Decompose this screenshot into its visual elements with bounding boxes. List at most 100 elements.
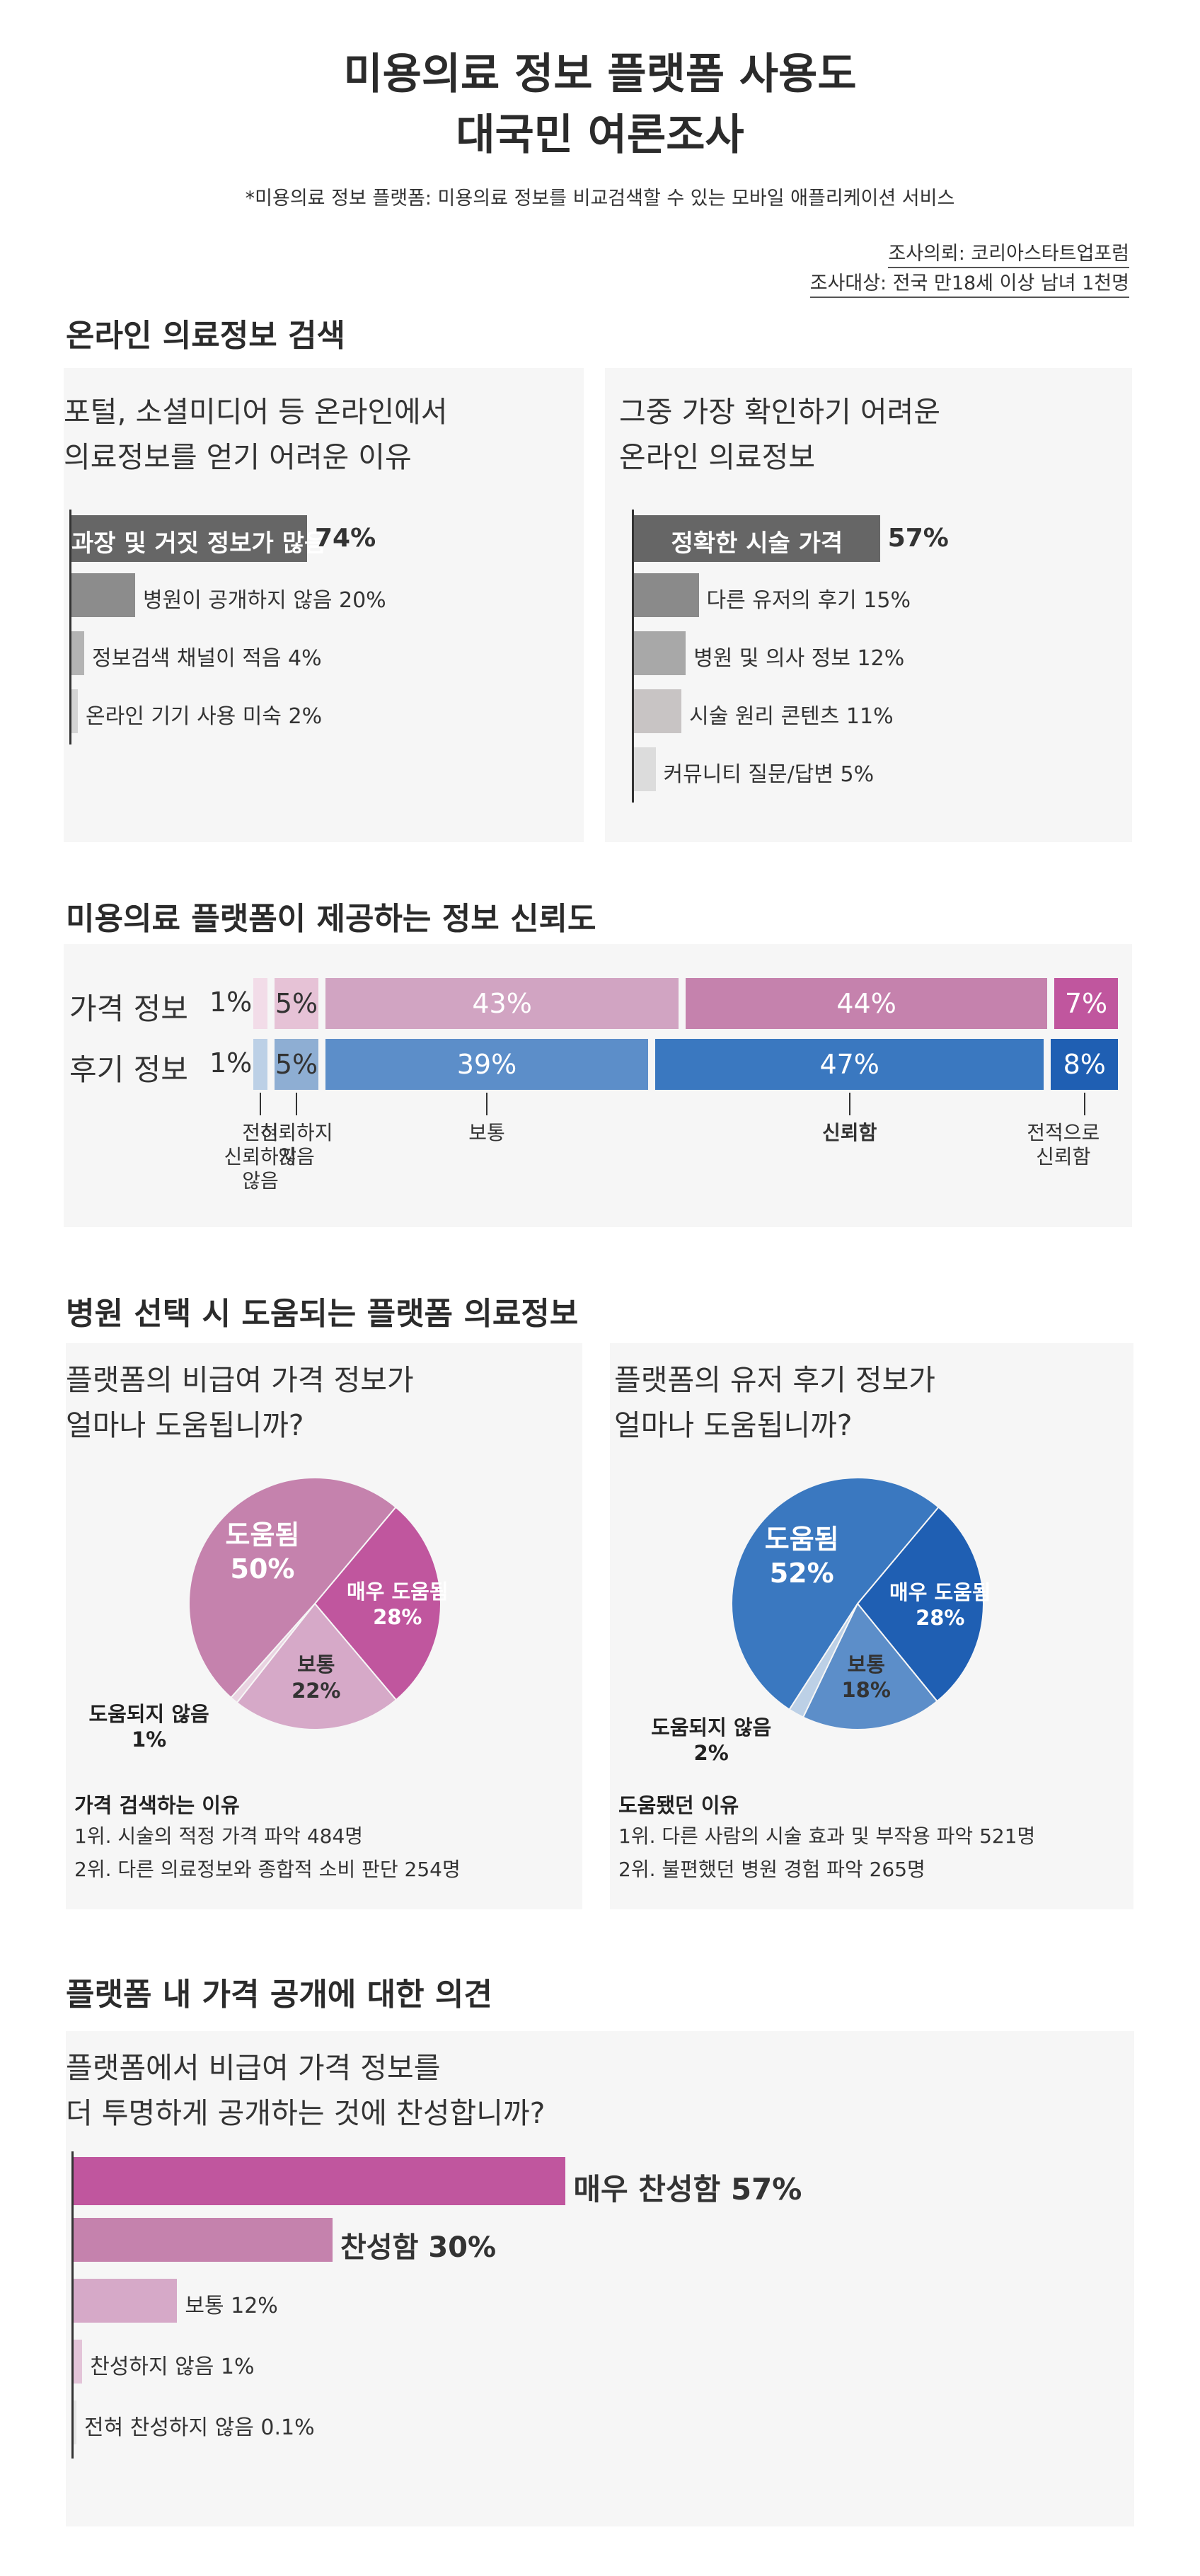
bar — [74, 2157, 566, 2205]
panel-question: 플랫폼의 유저 후기 정보가 얼마나 도움됩니까? — [614, 1357, 935, 1448]
reasons-title: 가격 검색하는 이유 — [74, 1793, 240, 1817]
category-label: 전적으로 신뢰함 — [986, 1121, 1141, 1169]
question-line-2: 의료정보를 얻기 어려운 이유 — [64, 440, 412, 474]
pie-slice-name: 도움됨 — [764, 1524, 839, 1556]
bar — [634, 573, 699, 617]
category-tick — [485, 1093, 487, 1115]
segment-value-label: 8% — [1063, 1049, 1106, 1080]
bar-label: 온라인 기기 사용 미숙 2% — [86, 704, 323, 729]
bar — [74, 2279, 178, 2323]
pie-slice-value: 1% — [131, 1727, 167, 1752]
category-label-line: 전혀 — [242, 1121, 279, 1144]
pie-slice — [188, 1477, 397, 1699]
axis-line — [632, 510, 634, 803]
stack-segment: 5% — [275, 978, 318, 1029]
bar-value-label: 57% — [887, 524, 949, 553]
stack-segment: 43% — [325, 978, 679, 1029]
bar — [71, 515, 307, 562]
chart-difficulty-reasons: 과장 및 거짓 정보가 많음 74% 병원이 공개하지 않음 20% 정보검색 채널이… — [64, 502, 584, 786]
bar-label: 시술 원리 콘텐츠 11% — [689, 704, 894, 729]
segment-value-label: 1% — [209, 1047, 253, 1079]
pie-slice-name: 보통 — [847, 1652, 885, 1677]
bar-label: 찬성함 30% — [340, 2231, 497, 2264]
category-label-line: 신뢰하지 — [260, 1121, 333, 1144]
stack-segment: 5% — [275, 1039, 318, 1090]
stack-segment: 39% — [325, 1039, 648, 1090]
panel-question: 포털, 소셜미디어 등 온라인에서 의료정보를 얻기 어려운 이유 — [64, 389, 448, 480]
section-title-trust: 미용의료 플랫폼이 제공하는 정보 신뢰도 — [66, 901, 596, 937]
stack-segment: 44% — [686, 978, 1047, 1029]
category-tick — [1083, 1093, 1085, 1115]
panel-question: 플랫폼의 비급여 가격 정보가 얼마나 도움됩니까? — [66, 1357, 414, 1448]
survey-target: 조사대상: 전국 만18세 이상 남녀 1천명 — [809, 268, 1129, 298]
panel-question: 그중 가장 확인하기 어려운 온라인 의료정보 — [619, 389, 940, 480]
category-label-line: 신뢰하지 — [224, 1145, 297, 1168]
bar — [71, 573, 135, 617]
bar — [74, 2218, 333, 2262]
pie-slice-label: 보통 22% — [231, 1652, 401, 1703]
pie-slice-label: 도움되지 않음 2% — [626, 1715, 796, 1766]
chart-hard-to-find-info: 정확한 시술 가격 57% 다른 유저의 후기 15% 병원 및 의사 정보 12% 시… — [605, 502, 1132, 828]
bar — [71, 631, 84, 675]
segment-value-label: 5% — [275, 1049, 318, 1080]
reason-item: 1위. 시술의 적정 가격 파악 484명 — [74, 1824, 364, 1848]
pie-slice-value: 52% — [769, 1557, 834, 1589]
chart-price-pie: 도움됨 50% 매우 도움됨 28% 보통 22% 도움되지 않음 1% — [66, 1343, 582, 1909]
segment-value-label: 43% — [472, 988, 532, 1019]
pie-slice-value: 2% — [693, 1740, 729, 1765]
bar-label: 병원이 공개하지 않음 20% — [143, 588, 386, 613]
reasons-title: 도움됐던 이유 — [618, 1793, 739, 1817]
bar — [74, 2400, 76, 2444]
section-title-online-search: 온라인 의료정보 검색 — [66, 318, 345, 354]
bar — [74, 2340, 83, 2384]
pie-slice-value: 22% — [292, 1678, 341, 1703]
question-line-1: 그중 가장 확인하기 어려운 — [619, 395, 941, 429]
category-tick — [260, 1093, 261, 1115]
question-line-2: 온라인 의료정보 — [619, 440, 816, 474]
bar — [634, 515, 880, 562]
panel-trust: 가격 정보 1% 5% 43% 44% 7% 후기 정보 1% 5% 39% 47% 8% 전혀 신뢰하지… — [64, 944, 1132, 1227]
category-label-line: 않음 — [242, 1169, 279, 1192]
section-title-price-disclosure: 플랫폼 내 가격 공개에 대한 의견 — [66, 1977, 492, 2013]
bar — [634, 689, 682, 733]
category-label: 신뢰함 — [772, 1121, 928, 1145]
bar — [634, 631, 686, 675]
pie-slice-label: 도움됨 50% — [178, 1519, 347, 1586]
panel-hard-to-find-info: 그중 가장 확인하기 어려운 온라인 의료정보 정확한 시술 가격 57% 다른 유… — [605, 368, 1132, 842]
bar — [634, 747, 656, 791]
pie-slice-label: 매우 도움됨 28% — [313, 1579, 483, 1631]
chart-trust-stacked: 가격 정보 1% 5% 43% 44% 7% 후기 정보 1% 5% 39% 47% 8% 전혀 신뢰하지… — [64, 944, 1132, 1227]
question-line-2: 얼마나 도움됩니까? — [66, 1408, 304, 1442]
pie-slice-name: 도움되지 않음 — [88, 1701, 209, 1726]
pie-slice-label: 매우 도움됨 28% — [855, 1580, 1025, 1631]
pie-slice-name: 매우 도움됨 — [889, 1580, 991, 1604]
bar-label: 커뮤니티 질문/답변 5% — [663, 762, 875, 787]
question-line-1: 플랫폼에서 비급여 가격 정보를 — [66, 2051, 441, 2085]
segment-value-label: 47% — [819, 1049, 879, 1080]
segment-value-label: 39% — [456, 1049, 517, 1080]
category-tick — [296, 1093, 297, 1115]
stack-segment: 47% — [654, 1039, 1044, 1090]
category-label: 신뢰하지 않음 — [219, 1121, 374, 1169]
pie-slice — [731, 1477, 940, 1711]
panel-price-helpfulness: 플랫폼의 비급여 가격 정보가 얼마나 도움됩니까? 도움됨 50% 매우 도움됨 2… — [66, 1343, 582, 1909]
question-line-1: 플랫폼의 유저 후기 정보가 — [614, 1363, 936, 1397]
title-line-1: 미용의료 정보 플랫폼 사용도 — [343, 50, 857, 99]
bar-category-label: 정확한 시술 가격 — [671, 529, 843, 558]
stack-segment — [253, 978, 267, 1029]
pie-svg — [188, 1477, 442, 1730]
stack-segment — [253, 1039, 267, 1090]
pie-slice-name: 도움되지 않음 — [651, 1715, 772, 1740]
pie-slice-value: 18% — [841, 1677, 891, 1702]
pie-slice-label: 도움되지 않음 1% — [64, 1701, 234, 1753]
category-label-line: 전적으로 — [1027, 1121, 1100, 1144]
reason-item: 1위. 다른 사람의 시술 효과 및 부작용 파악 521명 — [618, 1824, 1036, 1848]
reason-item: 2위. 불편했던 병원 경험 파악 265명 — [618, 1858, 925, 1881]
segment-value-label: 1% — [209, 987, 253, 1018]
stack-segment: 8% — [1051, 1039, 1118, 1090]
page-title: 미용의료 정보 플랫폼 사용도 대국민 여론조사 — [0, 44, 1200, 166]
panel-review-helpfulness: 플랫폼의 유저 후기 정보가 얼마나 도움됩니까? 도움됨 52% 매우 도움됨 28… — [610, 1343, 1133, 1909]
question-line-2: 더 투명하게 공개하는 것에 찬성합니까? — [66, 2096, 546, 2130]
bar — [71, 689, 78, 733]
category-label: 보통 — [409, 1121, 565, 1145]
